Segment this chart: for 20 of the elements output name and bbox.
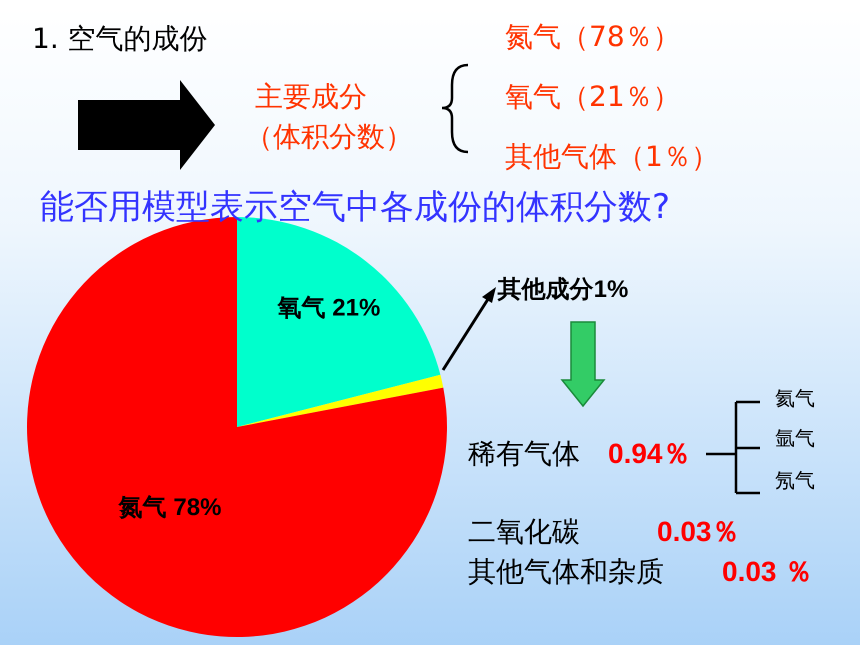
text: 氩气 [775, 426, 815, 450]
slice-label: 氮气 78% [118, 494, 222, 521]
text: 氮气（78％） [505, 20, 681, 53]
text: 其他气体和杂质 [468, 555, 664, 588]
chart-title: 能否用模型表示空气中各成份的体积分数? [40, 187, 670, 227]
text: 主要成分 [255, 80, 367, 113]
text: 二氧化碳 [468, 515, 580, 548]
text: 氦气 [775, 386, 815, 410]
slice-label: 氧气 21% [276, 294, 380, 322]
text: 其他气体（1％） [505, 140, 719, 173]
text: 氧气（21％） [505, 80, 681, 113]
text: 氖气 [775, 468, 815, 492]
text: 0.03 ％ [722, 556, 812, 587]
text: 1. 空气的成份 [32, 22, 208, 55]
pie-slice [237, 374, 444, 427]
text: 0.94％ [608, 438, 690, 469]
slice-label: 其他成分1% [496, 276, 628, 303]
text: （体积分数） [245, 120, 413, 153]
text: 0.03％ [657, 516, 740, 547]
text: 稀有气体 [468, 437, 580, 470]
